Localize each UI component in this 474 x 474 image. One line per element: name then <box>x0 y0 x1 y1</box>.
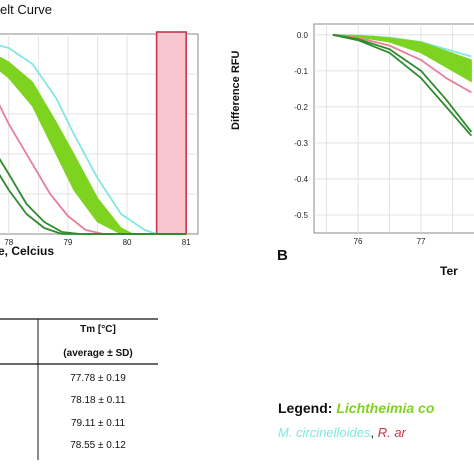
panel-b-y-tick-label: -0.1 <box>294 67 308 76</box>
table-row: 79.11 ± 0.11 <box>70 418 126 429</box>
legend: Legend: Lichtheimia co <box>278 400 434 416</box>
table-row: 77.78 ± 0.19 <box>70 373 126 384</box>
panel-b-y-tick-label: -0.3 <box>294 139 308 148</box>
legend-lichtheimia: Lichtheimia co <box>336 400 435 416</box>
tm-table: Tm [°C] (average ± SD) 77.78 ± 0.19 78.1… <box>0 318 158 460</box>
panel-a-x-tick-label: 81 <box>182 238 191 247</box>
panel-b-y-tick-label: -0.4 <box>294 175 308 184</box>
panel-a-series-line-0 <box>0 44 187 235</box>
panel-b-y-tick-label: -0.5 <box>294 211 308 220</box>
panel-b-x-tick-label: 76 <box>354 237 363 246</box>
panel-b-series-line-4 <box>332 33 473 137</box>
legend-separator: , <box>370 425 378 440</box>
table-row: 78.55 ± 0.12 <box>70 440 126 451</box>
highlight-band <box>155 31 187 235</box>
panel-a-series-line-4 <box>0 174 187 235</box>
panel-b-series-band-1 <box>332 34 472 83</box>
panel-a-x-axis-label: e, Celcius <box>0 244 55 258</box>
panel-b-y-tick-label: -0.2 <box>294 103 308 112</box>
legend-m-circinelloides: M. circinelloides <box>278 425 371 440</box>
panel-b-y-axis-label: Difference RFU <box>230 50 242 130</box>
panel-b-letter: B <box>277 247 288 264</box>
legend-line-2: M. circinelloides, R. ar <box>278 425 406 440</box>
panel-b-x-axis-label: Ter <box>440 264 458 278</box>
panel-b-x-tick-label: 77 <box>417 237 426 246</box>
panel-a-x-tick-label: 79 <box>63 238 72 247</box>
panel-b-series-line-2 <box>332 33 472 94</box>
panel-a-title: elt Curve <box>0 2 53 17</box>
panel-a-x-tick-label: 78 <box>4 238 13 247</box>
legend-r-arrhizus: R. ar <box>377 425 406 440</box>
legend-title: Legend: <box>278 400 333 416</box>
panel-b-y-tick-label: 0.0 <box>297 31 309 40</box>
table-row: 78.18 ± 0.11 <box>70 395 126 406</box>
panel-a-x-tick-label: 80 <box>123 238 132 247</box>
table-header-tm: Tm [°C] <box>80 324 116 335</box>
table-header-average-sd: (average ± SD) <box>63 348 133 359</box>
